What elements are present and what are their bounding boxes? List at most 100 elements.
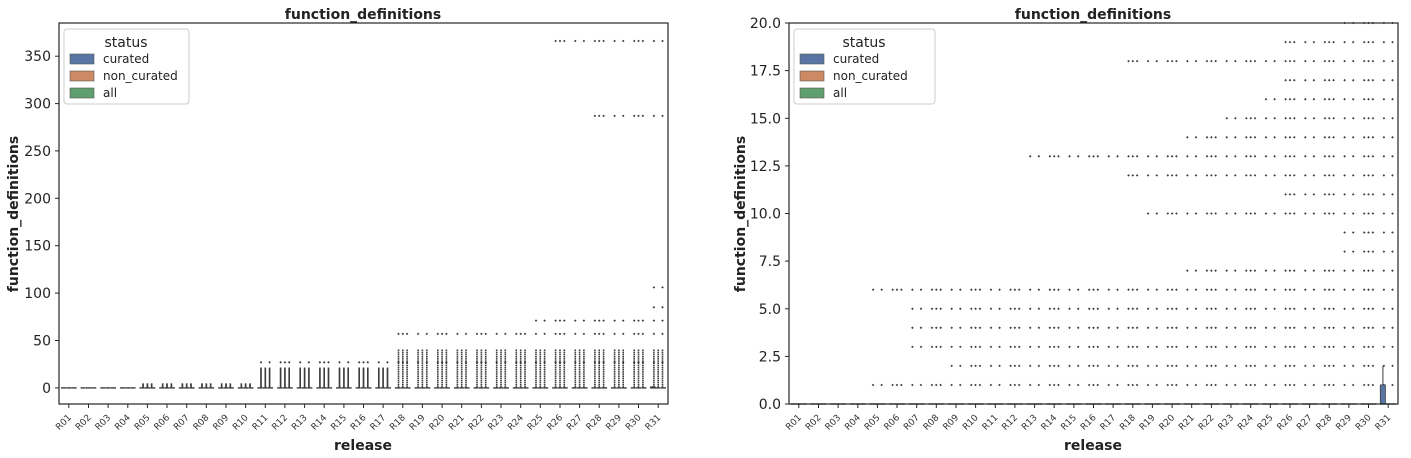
outlier-point	[661, 375, 664, 377]
outlier-point	[476, 349, 478, 352]
outlier-point	[1312, 174, 1316, 177]
outlier-point	[1293, 307, 1296, 311]
outlier-point	[402, 362, 404, 364]
outlier-point	[989, 288, 993, 291]
outlier-point	[298, 361, 302, 364]
outlier-point	[366, 361, 370, 364]
outlier-point	[358, 373, 360, 375]
outlier-point	[1343, 212, 1346, 215]
outlier-point	[142, 383, 144, 385]
outlier-point	[598, 373, 600, 375]
outlier-point	[500, 366, 502, 369]
outlier-point	[308, 373, 310, 375]
outlier-point	[554, 332, 557, 336]
outlier-point	[484, 386, 487, 388]
outlier-point	[1068, 383, 1071, 387]
outlier-point	[1210, 59, 1213, 63]
outlier-point	[1284, 155, 1287, 158]
outlier-point	[622, 377, 624, 380]
outlier-point	[1096, 307, 1100, 311]
outlier-point	[637, 360, 640, 362]
outlier-point	[264, 371, 267, 373]
outlier-point	[930, 307, 934, 311]
outlier-point	[1170, 288, 1174, 291]
outlier-point	[1205, 174, 1209, 177]
outlier-point	[1107, 345, 1111, 349]
outlier-point	[613, 349, 616, 352]
outlier-point	[338, 378, 341, 380]
outlier-point	[480, 381, 483, 384]
outlier-point	[150, 383, 153, 385]
outlier-point	[397, 368, 400, 371]
outlier-point	[347, 374, 349, 377]
outlier-point	[229, 385, 232, 387]
outlier-point	[1170, 59, 1174, 63]
outlier-point	[504, 349, 507, 352]
outlier-point	[1234, 59, 1237, 63]
outlier-point	[578, 356, 581, 358]
outlier-point	[524, 360, 526, 362]
outlier-point	[1332, 383, 1335, 387]
legend-label-non-curated: non_curated	[833, 69, 908, 83]
x-tick-label: R16	[349, 413, 369, 433]
outlier-point	[288, 376, 290, 379]
outlier-point	[495, 351, 498, 354]
outlier-point	[308, 375, 310, 378]
outlier-point	[1244, 383, 1248, 387]
outlier-point	[1288, 269, 1292, 272]
outlier-point	[598, 381, 600, 384]
outlier-point	[465, 368, 467, 371]
outlier-point	[480, 332, 483, 336]
outlier-point	[1264, 136, 1268, 139]
outlier-point	[1371, 136, 1375, 139]
x-tick-label: R20	[428, 413, 448, 433]
outlier-point	[578, 381, 581, 384]
outlier-point	[1210, 155, 1213, 158]
legend-title: status	[842, 35, 885, 51]
outlier-point	[515, 364, 518, 367]
outlier-point	[1327, 383, 1331, 387]
legend-label-all: all	[103, 86, 117, 100]
outlier-point	[563, 371, 566, 373]
outlier-point	[1146, 59, 1150, 63]
outlier-point	[480, 377, 483, 380]
outlier-point	[343, 374, 345, 377]
outlier-point	[1264, 364, 1268, 368]
outlier-point	[1048, 155, 1052, 158]
outlier-point	[437, 358, 439, 360]
outlier-point	[279, 383, 282, 386]
outlier-point	[504, 364, 507, 367]
outlier-point	[543, 351, 546, 354]
outlier-point	[1362, 383, 1366, 387]
outlier-point	[426, 377, 428, 380]
outlier-point	[358, 375, 360, 378]
outlier-point	[642, 371, 644, 373]
y-tick-label: 15.0	[750, 111, 781, 127]
x-tick-label: R02	[74, 413, 94, 433]
outlier-point	[978, 383, 982, 387]
outlier-point	[539, 353, 542, 356]
outlier-point	[652, 306, 656, 309]
outlier-point	[460, 349, 463, 352]
outlier-point	[515, 373, 518, 375]
outlier-point	[519, 356, 522, 358]
outlier-point	[308, 368, 310, 371]
outlier-point	[386, 361, 389, 364]
outlier-point	[495, 332, 498, 336]
outlier-point	[559, 366, 561, 369]
outlier-point	[1362, 364, 1366, 368]
outlier-point	[436, 332, 440, 336]
outlier-point	[205, 385, 208, 387]
y-tick-label: 2.5	[759, 349, 781, 365]
outlier-point	[244, 383, 247, 385]
outlier-point	[543, 371, 546, 373]
outlier-point	[260, 379, 262, 381]
outlier-point	[343, 369, 345, 372]
outlier-point	[1214, 269, 1217, 272]
outlier-point	[661, 366, 664, 369]
outlier-point	[535, 371, 537, 373]
x-tick-label: R06	[883, 413, 903, 433]
outlier-point	[504, 384, 507, 386]
outlier-point	[456, 358, 459, 360]
outlier-point	[397, 351, 400, 354]
